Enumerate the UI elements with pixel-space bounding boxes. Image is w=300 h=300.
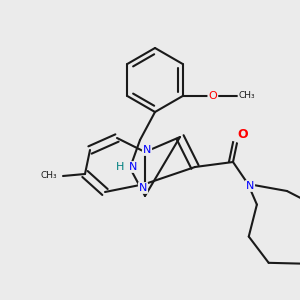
Text: N: N: [246, 181, 254, 191]
Text: CH₃: CH₃: [41, 172, 57, 181]
Text: O: O: [208, 91, 217, 101]
Text: O: O: [238, 128, 248, 142]
Text: CH₃: CH₃: [238, 92, 255, 100]
Text: N: N: [139, 183, 147, 193]
Text: N: N: [143, 145, 151, 155]
Text: N: N: [129, 162, 137, 172]
Text: H: H: [116, 162, 124, 172]
